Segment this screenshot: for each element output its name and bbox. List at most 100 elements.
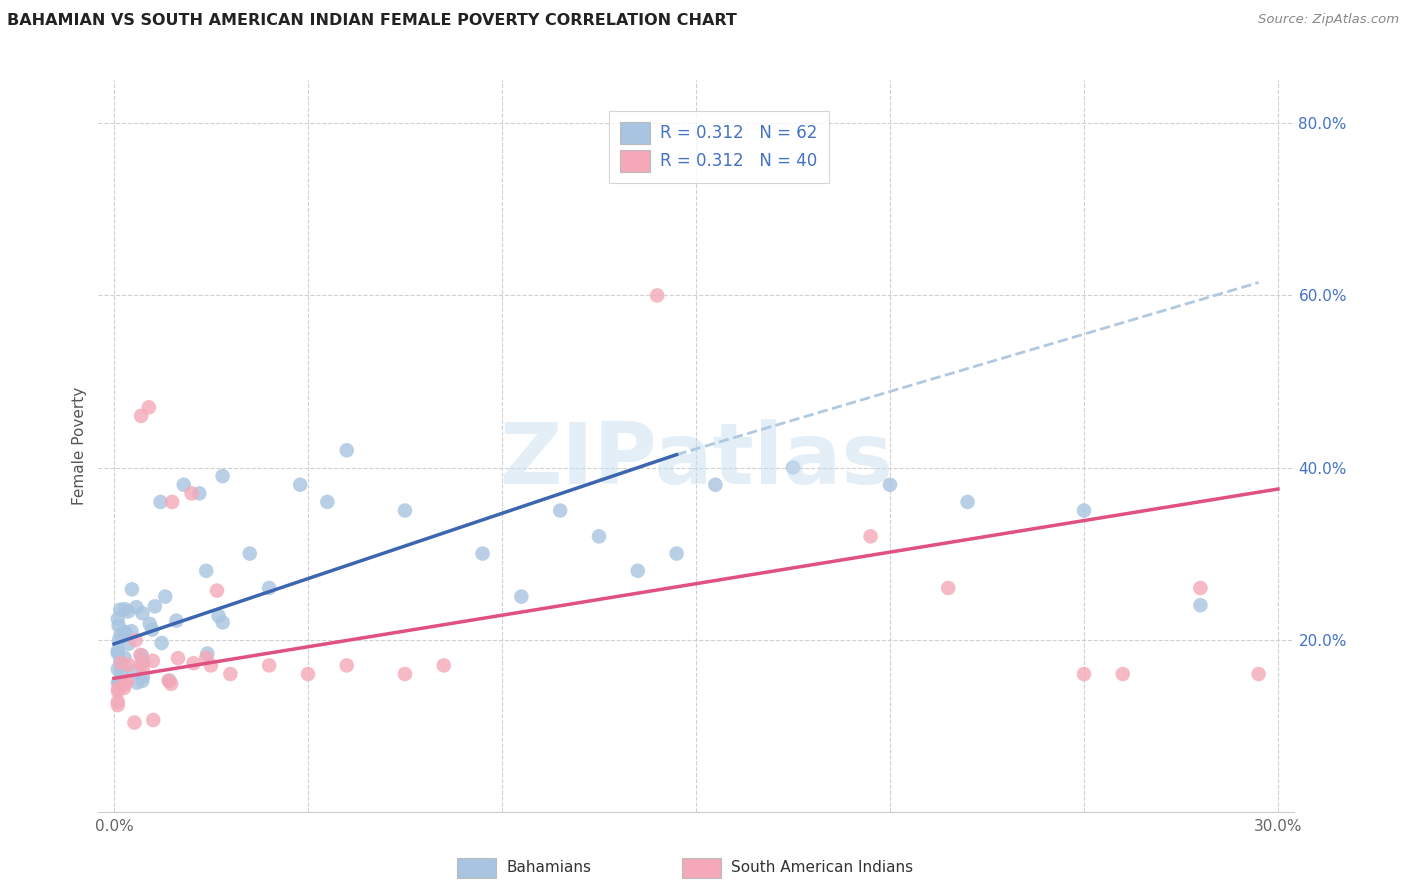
- Text: ZIPatlas: ZIPatlas: [499, 419, 893, 502]
- Point: [188, 486, 211, 500]
- Point: [257, 581, 280, 595]
- Point: [138, 616, 160, 631]
- Point: [115, 673, 138, 688]
- Point: [129, 648, 152, 662]
- Point: [336, 443, 359, 458]
- Point: [160, 495, 183, 509]
- Point: [160, 677, 183, 691]
- Point: [336, 658, 359, 673]
- Point: [782, 460, 804, 475]
- Point: [1112, 667, 1135, 681]
- Point: [183, 657, 205, 671]
- Point: [211, 469, 233, 483]
- Point: [290, 477, 312, 491]
- Point: [157, 673, 180, 688]
- Point: [239, 547, 262, 561]
- Point: [124, 715, 146, 730]
- Point: [131, 607, 153, 621]
- Point: [112, 681, 135, 695]
- Point: [211, 615, 233, 630]
- Point: [1073, 667, 1095, 681]
- Point: [195, 564, 218, 578]
- Point: [195, 650, 218, 665]
- Point: [142, 654, 165, 668]
- Point: [195, 647, 218, 661]
- Point: [165, 614, 187, 628]
- Point: [117, 637, 139, 651]
- Point: [205, 583, 228, 598]
- Point: [117, 604, 139, 618]
- Point: [114, 677, 136, 691]
- Point: [138, 401, 160, 415]
- Point: [121, 624, 143, 639]
- Text: South American Indians: South American Indians: [731, 860, 914, 874]
- Point: [143, 599, 166, 614]
- Point: [704, 477, 727, 491]
- Point: [107, 695, 129, 709]
- Point: [108, 675, 131, 690]
- Point: [167, 651, 190, 665]
- Point: [107, 681, 129, 696]
- Point: [510, 590, 533, 604]
- Point: [114, 602, 136, 616]
- Point: [114, 651, 136, 665]
- Point: [149, 495, 172, 509]
- Point: [108, 632, 131, 647]
- Point: [297, 667, 319, 681]
- Point: [157, 673, 180, 688]
- Point: [394, 503, 416, 517]
- Point: [107, 698, 129, 712]
- Point: [132, 655, 155, 669]
- Point: [665, 547, 688, 561]
- Point: [1189, 598, 1212, 612]
- Point: [108, 655, 131, 669]
- Point: [859, 529, 882, 543]
- Point: [219, 667, 242, 681]
- Point: [257, 658, 280, 673]
- Point: [1189, 581, 1212, 595]
- Point: [180, 486, 202, 500]
- Point: [207, 608, 229, 623]
- Text: Bahamians: Bahamians: [506, 860, 591, 874]
- Point: [132, 670, 155, 684]
- Point: [142, 713, 165, 727]
- Point: [107, 618, 129, 632]
- Point: [125, 675, 148, 690]
- Point: [433, 658, 456, 673]
- Point: [1247, 667, 1270, 681]
- Point: [155, 590, 177, 604]
- Point: [110, 664, 132, 678]
- Point: [131, 662, 153, 676]
- Point: [110, 603, 132, 617]
- Point: [173, 477, 195, 491]
- Point: [107, 644, 129, 658]
- Point: [107, 684, 129, 698]
- Point: [117, 657, 139, 672]
- Point: [129, 409, 152, 423]
- Point: [107, 675, 129, 690]
- Point: [125, 600, 148, 615]
- Text: BAHAMIAN VS SOUTH AMERICAN INDIAN FEMALE POVERTY CORRELATION CHART: BAHAMIAN VS SOUTH AMERICAN INDIAN FEMALE…: [7, 13, 737, 29]
- Point: [394, 667, 416, 681]
- Point: [110, 627, 132, 641]
- Point: [645, 288, 668, 302]
- Point: [131, 657, 153, 671]
- Text: Source: ZipAtlas.com: Source: ZipAtlas.com: [1258, 13, 1399, 27]
- Point: [627, 564, 650, 578]
- Point: [121, 582, 143, 597]
- Point: [124, 633, 146, 648]
- Point: [548, 503, 571, 517]
- Point: [316, 495, 339, 509]
- Point: [141, 623, 163, 637]
- Point: [1073, 503, 1095, 517]
- Point: [131, 648, 153, 663]
- Point: [936, 581, 959, 595]
- Point: [107, 646, 129, 660]
- Point: [121, 664, 143, 678]
- Point: [110, 656, 132, 670]
- Point: [588, 529, 610, 543]
- Point: [956, 495, 979, 509]
- Point: [200, 658, 222, 673]
- Point: [108, 675, 131, 690]
- Point: [879, 477, 901, 491]
